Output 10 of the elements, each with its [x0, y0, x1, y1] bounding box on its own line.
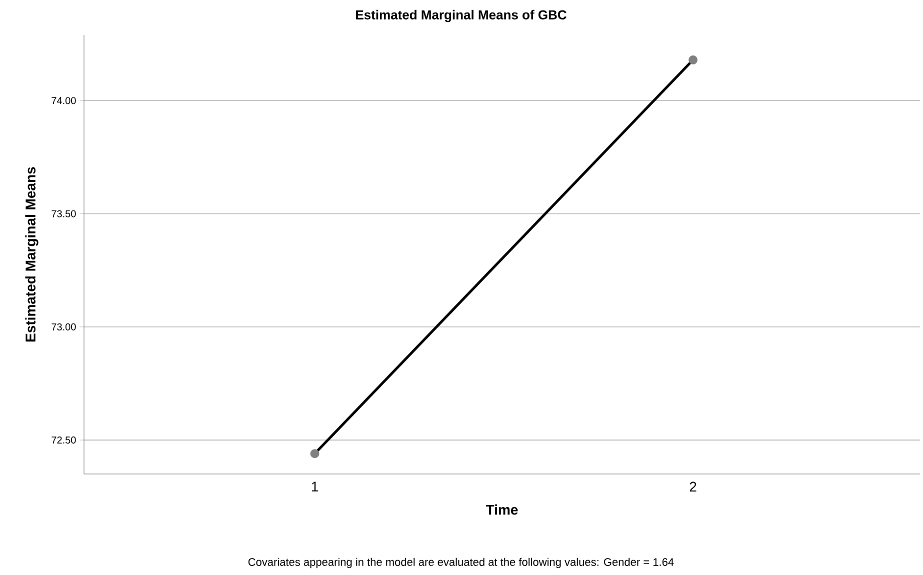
y-tick-label: 73.50 [52, 210, 76, 218]
x-tick-label: 2 [690, 482, 696, 492]
y-tick-label: 73.00 [52, 323, 76, 330]
x-tick-label: 1 [312, 482, 318, 492]
y-axis-title: Estimated Marginal Means [25, 167, 38, 342]
text: Covariates appearing in the model are evaluated at the following values: Gender = 1.64 [248, 558, 674, 568]
chart-title: Estimated Marginal Means of GBC [356, 10, 566, 22]
y-tick-label: 72.50 [52, 436, 76, 444]
y-tick-label: 74.00 [52, 97, 76, 104]
x-axis-title: Time [486, 504, 518, 515]
